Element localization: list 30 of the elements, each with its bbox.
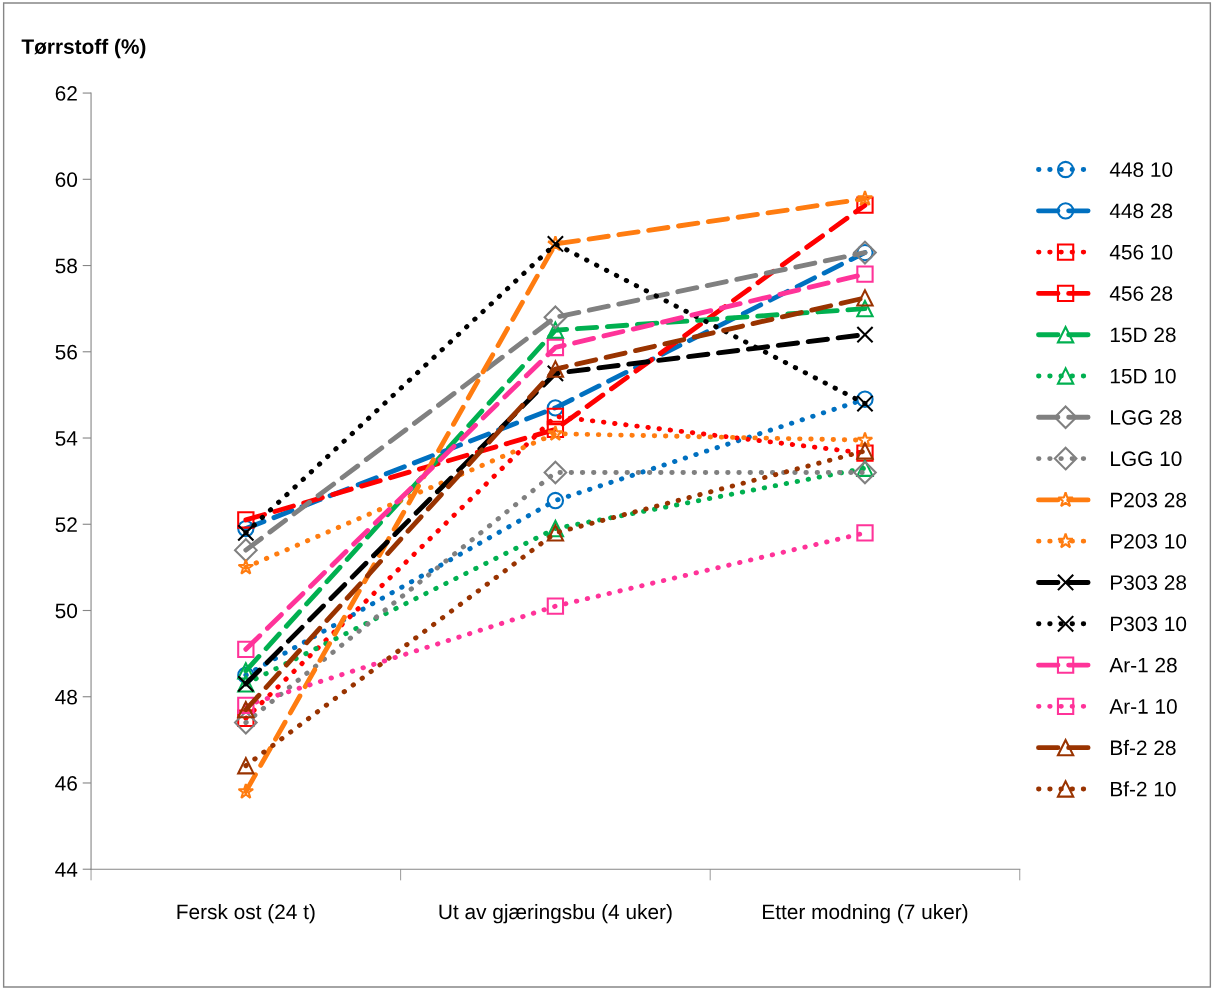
y-tick-label: 58 [55, 258, 77, 274]
legend-label: 15D 10 [1110, 368, 1176, 384]
legend-label: 448 10 [1109, 162, 1173, 178]
legend-label: 456 28 [1109, 286, 1173, 301]
y-tick-label: 52 [55, 517, 77, 533]
y-tick-label: 54 [55, 431, 78, 446]
legend-label: 15D 28 [1110, 327, 1176, 343]
x-tick-label: Etter modning (7 uker) [763, 903, 968, 924]
y-tick-label: 56 [55, 344, 77, 360]
y-tick-label: 60 [55, 172, 78, 188]
x-tick-label: Fersk ost (24 t) [177, 903, 315, 924]
legend-label: Ar-1 10 [1109, 699, 1177, 714]
y-tick-label: 50 [55, 603, 78, 619]
legend-label: P303 10 [1111, 616, 1187, 632]
y-tick-label: 62 [55, 86, 77, 101]
legend-label: P203 10 [1111, 533, 1187, 549]
legend-label: 448 28 [1109, 203, 1173, 219]
legend-label: 456 10 [1109, 244, 1173, 260]
legend-label: Bf-2 10 [1111, 781, 1176, 797]
legend-label: P203 28 [1111, 492, 1187, 508]
legend-label: Bf-2 28 [1111, 739, 1176, 756]
y-axis-title: Tørrstoff (%) [21, 38, 146, 59]
y-tick-label: 44 [55, 862, 78, 877]
x-tick-label: Ut av gjæringsbu (4 uker) [439, 903, 672, 924]
y-tick-label: 48 [55, 689, 77, 705]
legend-label: LGG 28 [1111, 410, 1182, 425]
legend-label: P303 28 [1111, 575, 1187, 590]
y-tick-label: 46 [55, 775, 77, 791]
legend-label: Ar-1 28 [1109, 657, 1177, 673]
legend-label: LGG 10 [1111, 451, 1182, 467]
